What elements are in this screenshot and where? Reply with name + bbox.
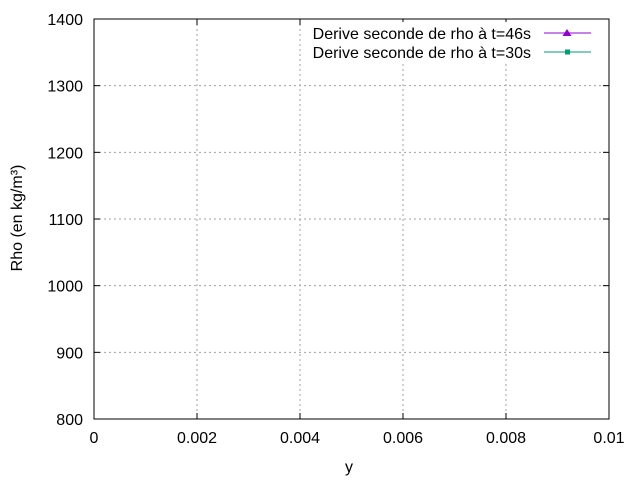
y-tick-label: 900	[56, 345, 83, 362]
triangle-marker-icon	[562, 29, 572, 36]
y-tick-label: 1200	[47, 145, 83, 162]
legend: Derive seconde de rho à t=46s Derive seco…	[304, 22, 604, 64]
y-tick-label: 1300	[47, 79, 83, 96]
y-tick-label: 800	[56, 412, 83, 429]
x-axis: 0 0.002 0.004 0.006 0.008 0.01	[90, 19, 625, 447]
y-tick-label: 1000	[47, 279, 83, 296]
x-tick-label: 0.01	[593, 430, 624, 447]
legend-entry-label: Derive seconde de rho à t=46s	[313, 26, 531, 43]
y-tick-label: 1100	[49, 212, 84, 229]
x-tick-label: 0.004	[280, 430, 320, 447]
y-axis: 800 900 1000 1100 1200 1300 1400	[47, 12, 609, 429]
plot-area-frame	[93, 18, 610, 420]
x-tick-label: 0.008	[486, 430, 526, 447]
grid	[94, 19, 609, 419]
legend-background	[304, 22, 604, 64]
y-tick-label: 1400	[47, 12, 83, 29]
x-tick-label: 0.002	[177, 430, 217, 447]
x-tick-label: 0.006	[383, 430, 423, 447]
x-axis-label: y	[345, 459, 353, 476]
legend-entry-label: Derive seconde de rho à t=30s	[313, 45, 531, 62]
y-axis-label: Rho (en kg/m³)	[9, 165, 26, 272]
x-tick-label: 0	[90, 430, 99, 447]
square-marker-icon	[565, 49, 570, 55]
